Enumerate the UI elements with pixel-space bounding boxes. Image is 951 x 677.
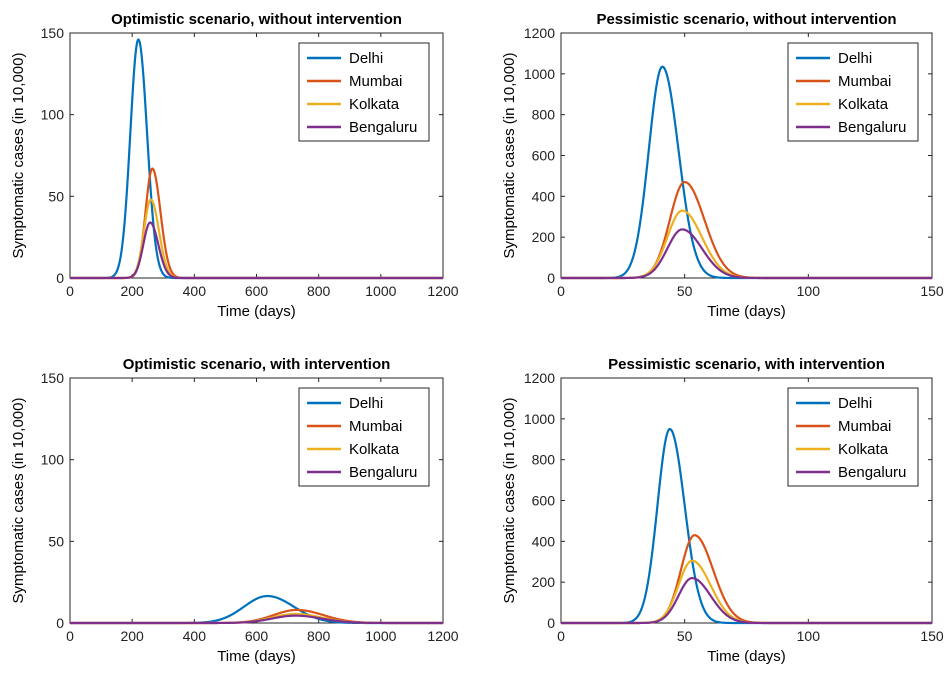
x-tick-label: 100 [797,283,821,299]
y-tick-label: 400 [532,533,556,549]
x-tick-label: 200 [120,283,144,299]
x-tick-label: 1000 [365,628,396,644]
y-tick-label: 1000 [524,66,555,82]
x-tick-label: 400 [183,283,207,299]
legend-box [298,387,430,487]
x-tick-label: 600 [245,628,269,644]
x-tick-label: 100 [797,628,821,644]
y-tick-label: 1000 [524,411,555,427]
chart-title: Optimistic scenario, with intervention [123,356,391,373]
x-tick-label: 400 [183,628,207,644]
chart-3: Optimistic scenario, with intervention 0 2… [10,356,459,665]
y-tick-label: 200 [532,574,556,590]
legend-label: Bengaluru [349,464,417,481]
legend-label: Delhi [838,395,872,412]
legend-label: Kolkata [838,441,889,458]
series-line-bengaluru [560,576,933,625]
legend-box [787,42,919,142]
y-axis-label: Symptomatic cases (in 10,000) [501,53,518,259]
series-line-delhi [69,594,444,625]
legend-label: Kolkata [349,441,400,458]
x-tick-label: 150 [920,628,944,644]
y-tick-label: 0 [547,270,555,286]
x-tick-label: 50 [677,628,693,644]
x-tick-label: 1200 [427,283,458,299]
legend-label: Delhi [349,50,383,67]
x-tick-label: 200 [120,628,144,644]
y-tick-label: 1200 [524,25,555,41]
legend: Delhi Mumbai Kolkata Bengaluru [298,42,430,142]
y-tick-label: 50 [48,188,64,204]
y-axis-label: Symptomatic cases (in 10,000) [10,53,27,259]
x-tick-label: 1200 [427,628,458,644]
legend-box [298,42,430,142]
legend-label: Delhi [349,395,383,412]
x-tick-label: 0 [66,628,74,644]
y-tick-label: 100 [41,452,65,468]
series-line-kolkata [560,209,933,280]
x-tick-label: 0 [557,283,565,299]
legend-label: Delhi [838,50,872,67]
chart-1: Optimistic scenario, without interventio… [10,11,459,320]
y-tick-label: 600 [532,493,556,509]
y-tick-label: 800 [532,452,556,468]
legend-label: Kolkata [838,96,889,113]
x-tick-label: 50 [677,283,693,299]
y-tick-label: 600 [532,148,556,164]
series-line-bengaluru [69,221,444,280]
x-axis-label: Time (days) [217,303,296,320]
y-tick-label: 1200 [524,370,555,386]
y-tick-label: 150 [41,25,65,41]
chart-2: Pessimistic scenario, without interventi… [501,11,944,320]
chart-title: Optimistic scenario, without interventio… [111,11,402,28]
chart-4: Pessimistic scenario, with intervention 0… [501,356,944,665]
legend-label: Mumbai [349,418,402,435]
legend-label: Bengaluru [838,119,906,136]
legend-label: Mumbai [838,418,891,435]
x-tick-label: 800 [307,283,331,299]
y-tick-label: 0 [547,615,555,631]
series-line-bengaluru [69,614,444,625]
x-tick-label: 0 [66,283,74,299]
x-tick-label: 150 [920,283,944,299]
chart-title: Pessimistic scenario, without interventi… [596,11,896,28]
x-axis-label: Time (days) [217,648,296,665]
y-tick-label: 0 [56,270,64,286]
chart-title: Pessimistic scenario, with intervention [608,356,885,373]
x-tick-label: 600 [245,283,269,299]
legend: Delhi Mumbai Kolkata Bengaluru [787,42,919,142]
series-line-mumbai [560,534,933,625]
x-tick-label: 1000 [365,283,396,299]
series-line-bengaluru [560,228,933,280]
y-tick-label: 800 [532,107,556,123]
y-tick-label: 100 [41,107,65,123]
legend-box [787,387,919,487]
y-tick-label: 50 [48,533,64,549]
legend-label: Bengaluru [838,464,906,481]
legend: Delhi Mumbai Kolkata Bengaluru [298,387,430,487]
legend-label: Bengaluru [349,119,417,136]
y-tick-label: 150 [41,370,65,386]
x-axis-label: Time (days) [707,303,786,320]
x-axis-label: Time (days) [707,648,786,665]
y-axis-label: Symptomatic cases (in 10,000) [501,398,518,604]
legend-label: Kolkata [349,96,400,113]
y-axis-label: Symptomatic cases (in 10,000) [10,398,27,604]
legend-label: Mumbai [838,73,891,90]
x-tick-label: 0 [557,628,565,644]
series-line-mumbai [69,167,444,280]
y-tick-label: 400 [532,188,556,204]
series-line-mumbai [560,180,933,280]
y-tick-label: 200 [532,229,556,245]
legend: Delhi Mumbai Kolkata Bengaluru [787,387,919,487]
series-line-kolkata [560,559,933,625]
legend-label: Mumbai [349,73,402,90]
y-tick-label: 0 [56,615,64,631]
x-tick-label: 800 [307,628,331,644]
